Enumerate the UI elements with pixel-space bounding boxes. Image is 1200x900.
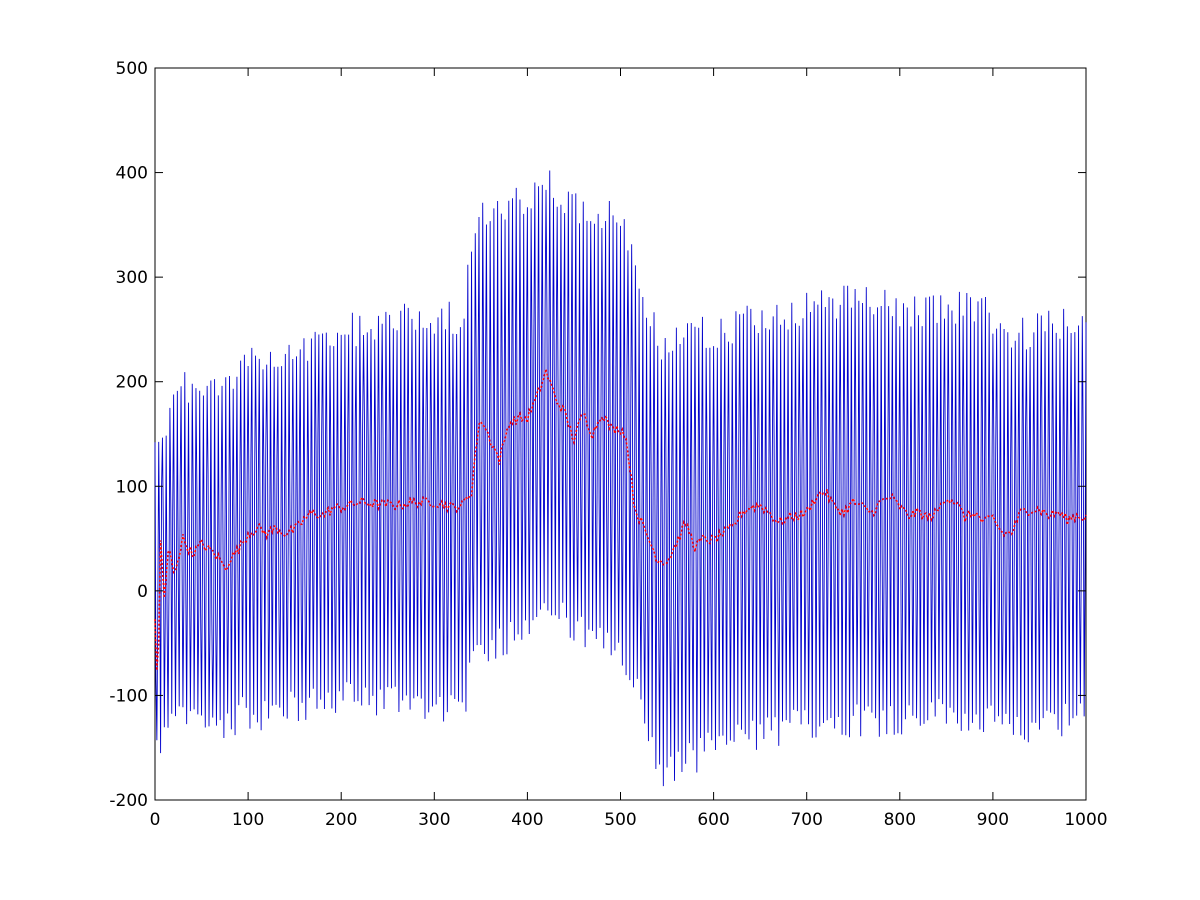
x-tick-label: 200 [325, 810, 357, 830]
x-tick-label: 0 [150, 810, 161, 830]
y-tick-labels: -200 -100 0 100 200 300 400 500 [109, 59, 148, 811]
y-tick-label: 200 [116, 373, 148, 393]
ticks-layer [154, 67, 1087, 801]
x-tick-label: 700 [790, 810, 822, 830]
x-tick-label: 400 [511, 810, 543, 830]
x-tick-label: 500 [604, 810, 636, 830]
x-tick-label: 900 [977, 810, 1009, 830]
y-tick-label: 400 [116, 164, 148, 184]
y-tick-label: 300 [116, 268, 148, 288]
series-blue-line [154, 170, 1087, 787]
series-red-dotted-line [154, 368, 1087, 671]
y-tick-label: 500 [116, 59, 148, 79]
y-tick-label: 100 [116, 477, 148, 497]
x-tick-label: 300 [418, 810, 450, 830]
x-tick-label: 800 [884, 810, 916, 830]
x-tick-label: 100 [232, 810, 264, 830]
series-layer [154, 170, 1087, 787]
plot-area: 0 100 200 300 400 500 600 700 800 900 1000 -200-10… [109, 59, 1107, 830]
y-tick-label: 0 [137, 582, 148, 602]
y-tick-label: -200 [109, 791, 148, 811]
y-tick-label: -100 [109, 686, 148, 706]
x-tick-label: 600 [697, 810, 729, 830]
x-tick-label: 1000 [1064, 810, 1107, 830]
x-tick-labels: 0 100 200 300 400 500 600 700 800 900 1000 [150, 810, 1108, 830]
